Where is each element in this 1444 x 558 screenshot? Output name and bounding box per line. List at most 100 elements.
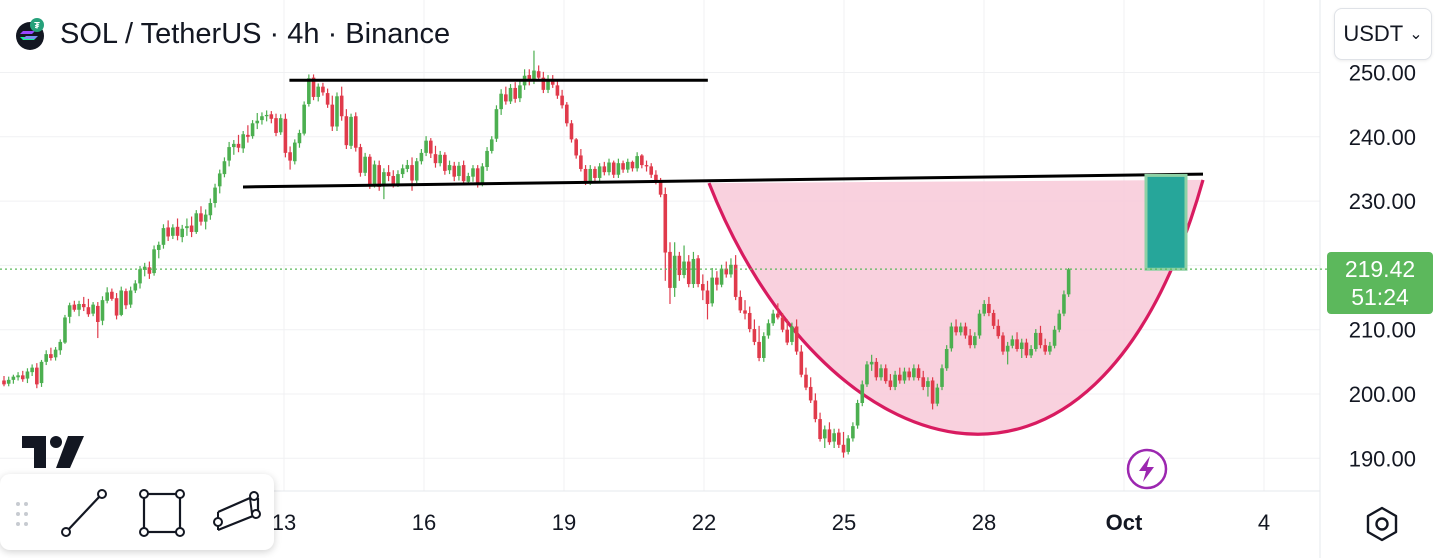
candle-body <box>227 147 231 161</box>
candle-body <box>217 173 222 187</box>
candle-body <box>588 168 593 182</box>
candle-body <box>883 368 888 382</box>
candle-body <box>283 118 288 153</box>
x-tick-label: 16 <box>412 510 436 535</box>
candle-body <box>255 120 260 124</box>
candle-body <box>546 78 550 90</box>
rectangle-icon[interactable] <box>134 486 188 540</box>
candle-body <box>72 304 77 310</box>
candle-body <box>808 386 813 401</box>
candle-body <box>963 326 968 336</box>
candle-body <box>382 172 386 187</box>
candle-body <box>44 354 49 362</box>
candle-body <box>869 361 874 365</box>
candle-body <box>611 162 616 175</box>
candle-body <box>504 94 508 102</box>
y-axis: 250.00 240.00 230.00 210.00 200.00 190.00 <box>1349 61 1416 472</box>
candle-body <box>897 374 902 381</box>
candle-body <box>837 432 841 445</box>
candle-body <box>110 291 114 299</box>
candle-body <box>780 317 785 330</box>
candle-body <box>185 226 189 229</box>
candle-body <box>1066 269 1071 295</box>
candle-body <box>926 381 930 387</box>
candle-body <box>475 168 480 184</box>
candle-body <box>349 116 353 146</box>
candle-body <box>1005 345 1010 352</box>
candle-body <box>386 172 391 177</box>
candle-body <box>2 380 6 385</box>
candle-body <box>433 154 438 164</box>
candle-body <box>658 181 663 195</box>
candle-body <box>485 150 489 168</box>
solana-logo-icon: ₮ <box>14 17 48 51</box>
candle-body <box>668 251 672 288</box>
candle-body <box>1038 332 1043 346</box>
x-tick-label: 25 <box>832 510 856 535</box>
candle-body <box>804 374 808 388</box>
candle-body <box>166 227 170 237</box>
candle-body <box>410 165 414 181</box>
candle-body <box>278 118 283 133</box>
candle-body <box>203 214 208 222</box>
candle-body <box>400 168 405 175</box>
candle-body <box>879 368 883 378</box>
candle-body <box>138 269 142 284</box>
candle-body <box>368 156 372 186</box>
candle-body <box>532 70 536 81</box>
candle-body <box>682 261 686 276</box>
parallel-channel-icon[interactable] <box>212 486 266 540</box>
symbol-title: SOL / TetherUS · 4h · Binance <box>60 17 451 50</box>
candle-body <box>569 123 574 140</box>
candle-body <box>686 261 691 285</box>
candle-body <box>691 258 696 285</box>
candle-body <box>335 96 339 127</box>
candle-body <box>241 134 245 149</box>
y-tick-label: 190.00 <box>1349 446 1416 471</box>
candle-body <box>625 161 630 170</box>
drag-handle-icon[interactable] <box>14 500 30 528</box>
candle-body <box>822 429 827 439</box>
candle-body <box>353 116 358 148</box>
candle-body <box>813 400 818 420</box>
candle-body <box>424 140 428 153</box>
bar-countdown: 51:24 <box>1351 284 1409 310</box>
trend-line-icon[interactable] <box>56 486 110 540</box>
settings-icon[interactable] <box>1362 504 1402 544</box>
candle-body <box>954 326 958 333</box>
candle-body <box>851 426 855 439</box>
candle-body <box>316 86 321 97</box>
candle-body <box>20 375 25 380</box>
y-tick-label: 210.00 <box>1349 318 1416 343</box>
candle-body <box>311 77 316 97</box>
candle-body <box>25 371 30 379</box>
candle-body <box>677 255 682 276</box>
candle-body <box>841 444 846 453</box>
candle-body <box>987 303 991 313</box>
candle-body <box>461 165 466 182</box>
candle-body <box>902 371 907 381</box>
candle-body <box>752 329 757 342</box>
lightning-icon[interactable] <box>1126 448 1168 490</box>
candle-body <box>194 213 199 232</box>
candle-body <box>541 77 546 90</box>
candle-body <box>790 326 794 342</box>
candle-body <box>11 376 16 380</box>
candle-body <box>733 264 738 297</box>
candle-body <box>593 168 597 178</box>
candle-body <box>1062 294 1066 314</box>
candle-body <box>1015 339 1019 349</box>
candle-body <box>405 165 410 169</box>
candle-body <box>1052 329 1057 346</box>
candle-body <box>321 86 325 93</box>
candle-body <box>339 95 344 117</box>
x-tick-label: 13 <box>272 510 296 535</box>
chevron-down-icon: ⌄ <box>1409 26 1423 43</box>
currency-selector[interactable]: USDT ⌄ <box>1334 8 1432 60</box>
candle-body <box>489 139 494 151</box>
candle-body <box>710 277 714 304</box>
candle-body <box>208 203 213 216</box>
candle-body <box>63 317 67 343</box>
candle-body <box>536 71 541 78</box>
